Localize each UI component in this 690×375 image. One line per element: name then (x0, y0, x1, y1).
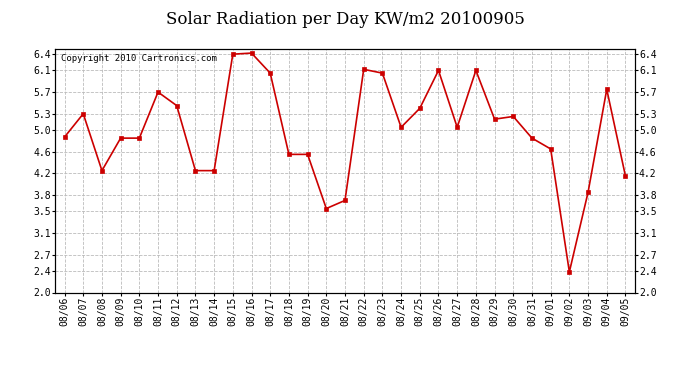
Text: Copyright 2010 Cartronics.com: Copyright 2010 Cartronics.com (61, 54, 217, 63)
Text: Solar Radiation per Day KW/m2 20100905: Solar Radiation per Day KW/m2 20100905 (166, 11, 524, 28)
